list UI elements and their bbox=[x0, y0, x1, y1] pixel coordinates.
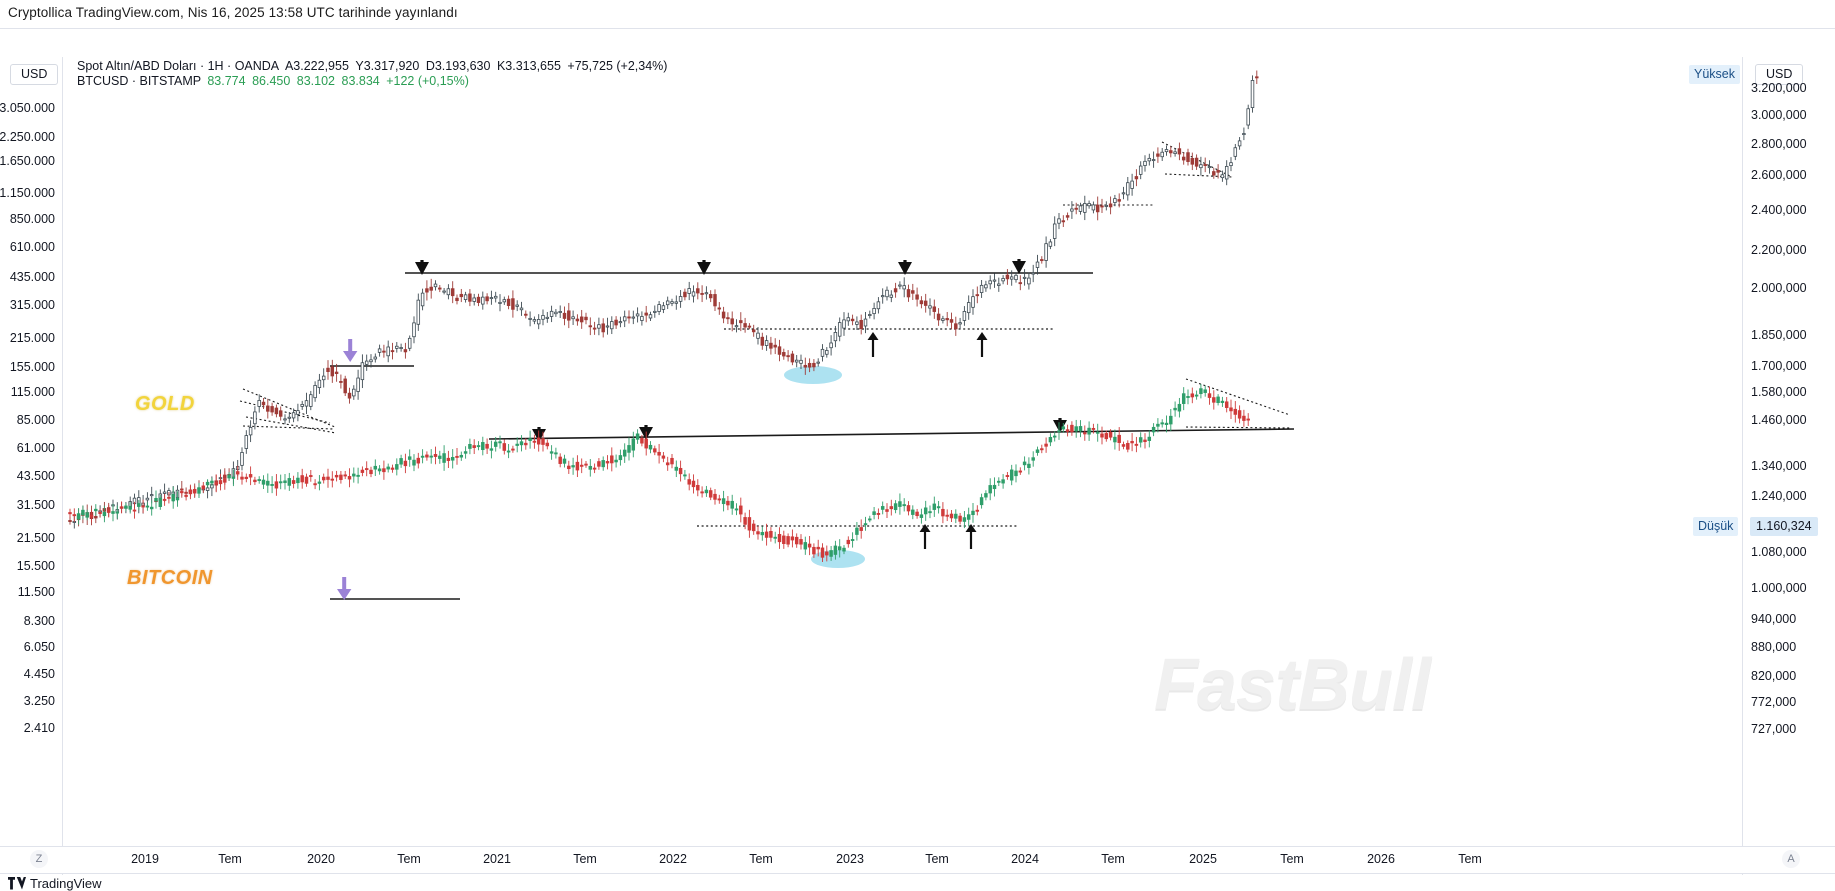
fastbull-watermark: FastBull bbox=[1154, 645, 1431, 725]
time-tick-1: Tem bbox=[218, 852, 242, 866]
price-tick-right-4: 2.400,000 bbox=[1751, 202, 1807, 217]
price-tick-right-8: 1.700,000 bbox=[1751, 358, 1807, 373]
price-tick-left-21: 3.250 bbox=[23, 693, 55, 708]
price-tick-left-22: 2.410 bbox=[23, 720, 55, 735]
price-tick-left-4: 850.000 bbox=[9, 211, 55, 226]
legend-open-gold: A3.222,955 bbox=[284, 59, 349, 73]
price-tick-right-15: 940,000 bbox=[1751, 611, 1797, 626]
price-tick-right-7: 1.850,000 bbox=[1751, 327, 1807, 342]
legend-symbol-gold: Spot Altın/ABD Doları · 1H · OANDA bbox=[77, 59, 279, 73]
price-tick-left-16: 15.500 bbox=[16, 558, 55, 573]
time-tick-7: Tem bbox=[749, 852, 773, 866]
series-label-gold: GOLD bbox=[135, 393, 195, 415]
price-tick-left-14: 31.500 bbox=[16, 497, 55, 512]
time-tick-4: 2021 bbox=[483, 852, 511, 866]
price-tick-right-3: 2.600,000 bbox=[1751, 167, 1807, 182]
candlestick-series-layer bbox=[68, 70, 1259, 562]
price-tick-right-2: 2.800,000 bbox=[1751, 136, 1807, 151]
time-tick-0: 2019 bbox=[131, 852, 159, 866]
price-tick-right-18: 772,000 bbox=[1751, 694, 1797, 709]
legend-change-bitcoin: +122 (+0,15%) bbox=[386, 74, 469, 88]
price-tick-right-12: 1.240,000 bbox=[1751, 488, 1807, 503]
time-tick-9: Tem bbox=[925, 852, 949, 866]
price-axis-right[interactable]: USD 3.200,000 3.000,000 2.800,000 2.600,000… bbox=[1742, 57, 1835, 875]
legend-change-gold: +75,725 (+2,34%) bbox=[567, 59, 668, 73]
price-tick-left-1: 2.250.000 bbox=[0, 129, 55, 144]
price-tick-right-16: 880,000 bbox=[1751, 639, 1797, 654]
price-tick-left-20: 4.450 bbox=[23, 666, 55, 681]
chart-frame: USD 3.050.000 2.250.000 1.650.000 1.150.000… bbox=[0, 28, 1835, 875]
time-tick-14: 2026 bbox=[1367, 852, 1395, 866]
price-tick-right-1: 3.000,000 bbox=[1751, 107, 1807, 122]
price-tick-left-0: 3.050.000 bbox=[0, 100, 55, 115]
left-axis-currency: USD bbox=[10, 64, 59, 85]
high-marker-badge: Yüksek bbox=[1689, 65, 1740, 84]
time-axis-left-toggle[interactable]: Z bbox=[30, 850, 48, 868]
price-tick-left-11: 85.000 bbox=[16, 412, 55, 427]
price-tick-left-7: 315.000 bbox=[9, 297, 55, 312]
legend-close-bitcoin: 83.834 bbox=[341, 74, 380, 88]
price-tick-right-6: 2.000,000 bbox=[1751, 280, 1807, 295]
time-tick-11: Tem bbox=[1101, 852, 1125, 866]
price-tick-left-6: 435.000 bbox=[9, 269, 55, 284]
time-tick-6: 2022 bbox=[659, 852, 687, 866]
price-axis-left[interactable]: USD 3.050.000 2.250.000 1.650.000 1.150.000… bbox=[0, 57, 63, 875]
time-tick-3: Tem bbox=[397, 852, 421, 866]
price-tick-left-19: 6.050 bbox=[23, 639, 55, 654]
legend-row-bitcoin[interactable]: BTCUSD · BITSTAMP 83.774 86.450 83.102 8… bbox=[77, 74, 667, 89]
low-marker-value: 1.160,324 bbox=[1750, 517, 1818, 536]
price-tick-right-9: 1.580,000 bbox=[1751, 384, 1807, 399]
price-tick-left-2: 1.650.000 bbox=[0, 153, 55, 168]
tradingview-logo[interactable]: TradingView bbox=[8, 876, 102, 891]
price-tick-left-15: 21.500 bbox=[16, 530, 55, 545]
price-tick-left-8: 215.000 bbox=[9, 330, 55, 345]
price-tick-right-10: 1.460,000 bbox=[1751, 412, 1807, 427]
legend-row-gold[interactable]: Spot Altın/ABD Doları · 1H · OANDA A3.22… bbox=[77, 59, 667, 74]
price-tick-right-14: 1.000,000 bbox=[1751, 580, 1807, 595]
price-tick-left-5: 610.000 bbox=[9, 239, 55, 254]
time-axis-right-toggle[interactable]: A bbox=[1782, 850, 1800, 868]
time-tick-2: 2020 bbox=[307, 852, 335, 866]
chart-plot-area[interactable] bbox=[62, 57, 1742, 875]
price-tick-right-19: 727,000 bbox=[1751, 721, 1797, 736]
series-label-bitcoin: BITCOIN bbox=[127, 567, 213, 589]
chart-canvas bbox=[239, 141, 1295, 600]
legend-high-gold: Y3.317,920 bbox=[355, 59, 420, 73]
time-tick-13: Tem bbox=[1280, 852, 1304, 866]
tradingview-mark-icon bbox=[8, 877, 26, 890]
time-tick-5: Tem bbox=[573, 852, 597, 866]
time-tick-15: Tem bbox=[1458, 852, 1482, 866]
price-tick-left-9: 155.000 bbox=[9, 359, 55, 374]
price-tick-left-18: 8.300 bbox=[23, 613, 55, 628]
price-tick-left-17: 11.500 bbox=[17, 584, 55, 599]
price-tick-right-5: 2.200,000 bbox=[1751, 242, 1807, 257]
chart-legend: Spot Altın/ABD Doları · 1H · OANDA A3.22… bbox=[77, 59, 667, 89]
price-tick-right-13: 1.080,000 bbox=[1751, 544, 1807, 559]
price-tick-left-12: 61.000 bbox=[16, 440, 55, 455]
legend-high-bitcoin: 86.450 bbox=[252, 74, 291, 88]
legend-low-gold: D3.193,630 bbox=[425, 59, 491, 73]
price-tick-right-11: 1.340,000 bbox=[1751, 458, 1807, 473]
price-tick-right-0: 3.200,000 bbox=[1751, 80, 1807, 95]
publish-timestamp: Cryptollica TradingView.com, Nis 16, 202… bbox=[8, 5, 458, 20]
time-axis[interactable]: Z A 2019 Tem 2020 Tem 2021 Tem 2022 Tem 2023 Tem 2… bbox=[0, 846, 1835, 874]
low-marker-badge: Düşük bbox=[1693, 517, 1739, 536]
legend-close-gold: K3.313,655 bbox=[496, 59, 561, 73]
time-tick-8: 2023 bbox=[836, 852, 864, 866]
time-tick-12: 2025 bbox=[1189, 852, 1217, 866]
tradingview-logo-text: TradingView bbox=[30, 876, 102, 891]
price-tick-right-17: 820,000 bbox=[1751, 668, 1797, 683]
legend-symbol-bitcoin: BTCUSD · BITSTAMP bbox=[77, 74, 201, 88]
price-tick-left-3: 1.150.000 bbox=[0, 185, 55, 200]
time-tick-10: 2024 bbox=[1011, 852, 1039, 866]
legend-low-bitcoin: 83.102 bbox=[296, 74, 336, 88]
legend-open-bitcoin: 83.774 bbox=[207, 74, 246, 88]
right-axis-currency: USD bbox=[1755, 64, 1804, 85]
price-tick-left-10: 115.000 bbox=[10, 384, 55, 399]
price-tick-left-13: 43.500 bbox=[16, 468, 55, 483]
